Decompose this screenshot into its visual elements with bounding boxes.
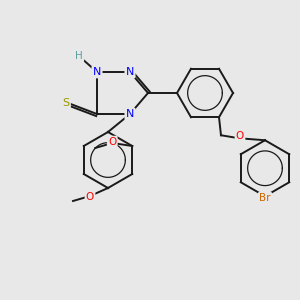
Text: O: O bbox=[86, 192, 94, 202]
Text: N: N bbox=[93, 67, 101, 77]
Text: Br: Br bbox=[259, 193, 271, 203]
Text: S: S bbox=[62, 98, 70, 108]
Text: O: O bbox=[236, 131, 244, 141]
Text: N: N bbox=[126, 109, 134, 119]
Text: N: N bbox=[126, 67, 134, 77]
Text: H: H bbox=[75, 51, 83, 61]
Text: O: O bbox=[108, 137, 116, 147]
